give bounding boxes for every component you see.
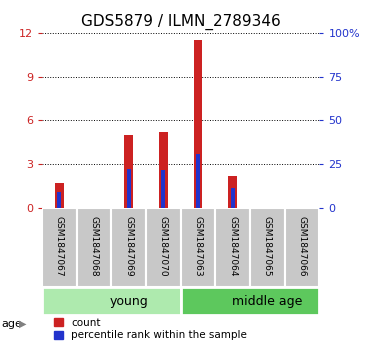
Bar [159,132,168,208]
Bar [285,208,319,287]
Bar [57,192,61,208]
Bar [215,208,250,287]
Bar [181,287,319,315]
Legend: count, percentile rank within the sample: count, percentile rank within the sample [53,317,249,342]
Text: GSM1847063: GSM1847063 [193,216,203,276]
Bar [161,170,165,208]
Bar [42,208,77,287]
Bar [146,208,181,287]
Bar [194,40,202,208]
Text: ▶: ▶ [19,319,27,329]
Bar [77,208,111,287]
Text: GSM1847067: GSM1847067 [55,216,64,276]
Bar [42,287,181,315]
Text: young: young [109,295,148,308]
Text: middle age: middle age [232,295,303,308]
Text: GSM1847070: GSM1847070 [159,216,168,276]
Bar [231,188,235,208]
Title: GDS5879 / ILMN_2789346: GDS5879 / ILMN_2789346 [81,14,281,30]
Bar [127,169,131,208]
Bar [250,208,285,287]
Text: GSM1847068: GSM1847068 [89,216,99,276]
Text: GSM1847069: GSM1847069 [124,216,133,276]
Text: age: age [2,319,23,329]
Bar [196,154,200,208]
Bar [228,176,237,208]
Text: GSM1847064: GSM1847064 [228,216,237,276]
Text: GSM1847066: GSM1847066 [297,216,307,276]
Bar [124,135,133,208]
Bar [111,208,146,287]
Bar [55,183,64,208]
Bar [181,208,215,287]
Text: GSM1847065: GSM1847065 [263,216,272,276]
